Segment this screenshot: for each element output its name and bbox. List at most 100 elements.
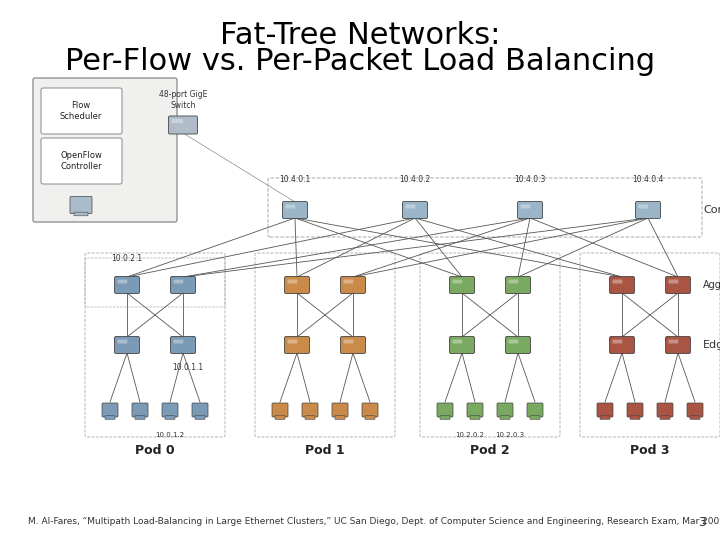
FancyBboxPatch shape [657, 403, 673, 417]
FancyBboxPatch shape [627, 403, 643, 417]
FancyBboxPatch shape [287, 340, 297, 343]
FancyBboxPatch shape [41, 138, 122, 184]
FancyBboxPatch shape [168, 116, 197, 134]
FancyBboxPatch shape [335, 416, 345, 419]
FancyBboxPatch shape [343, 280, 354, 284]
FancyBboxPatch shape [171, 119, 183, 123]
FancyBboxPatch shape [365, 416, 375, 419]
FancyBboxPatch shape [660, 416, 670, 419]
FancyBboxPatch shape [284, 336, 310, 354]
FancyBboxPatch shape [70, 197, 92, 213]
FancyBboxPatch shape [668, 280, 678, 284]
Text: Core: Core [703, 205, 720, 215]
FancyBboxPatch shape [117, 340, 127, 343]
FancyBboxPatch shape [174, 340, 184, 343]
FancyBboxPatch shape [452, 280, 462, 284]
Text: 10.4.0.2: 10.4.0.2 [400, 175, 431, 184]
FancyBboxPatch shape [114, 276, 140, 294]
Text: 10.2.0.3: 10.2.0.3 [495, 432, 525, 438]
FancyBboxPatch shape [613, 340, 622, 343]
FancyBboxPatch shape [362, 403, 378, 417]
Text: 3: 3 [698, 516, 706, 529]
FancyBboxPatch shape [508, 280, 518, 284]
Text: Pod 3: Pod 3 [630, 443, 670, 456]
FancyBboxPatch shape [341, 276, 366, 294]
FancyBboxPatch shape [174, 280, 184, 284]
FancyBboxPatch shape [405, 205, 415, 208]
FancyBboxPatch shape [171, 336, 196, 354]
Text: Fat-Tree Networks:: Fat-Tree Networks: [220, 21, 500, 50]
FancyBboxPatch shape [305, 416, 315, 419]
FancyBboxPatch shape [302, 403, 318, 417]
FancyBboxPatch shape [505, 336, 531, 354]
FancyBboxPatch shape [117, 280, 127, 284]
FancyBboxPatch shape [690, 416, 700, 419]
Text: Per-Flow vs. Per-Packet Load Balancing: Per-Flow vs. Per-Packet Load Balancing [65, 48, 655, 77]
Text: M. Al-Fares, “Multipath Load-Balancing in Large Ethernet Clusters,” UC San Diego: M. Al-Fares, “Multipath Load-Balancing i… [28, 517, 720, 526]
FancyBboxPatch shape [195, 416, 205, 419]
Text: 10.4.0.4: 10.4.0.4 [632, 175, 664, 184]
FancyBboxPatch shape [452, 340, 462, 343]
Text: 48-port GigE
Switch: 48-port GigE Switch [159, 90, 207, 110]
Text: Flow
Scheduler: Flow Scheduler [60, 102, 102, 121]
FancyBboxPatch shape [497, 403, 513, 417]
FancyBboxPatch shape [665, 276, 690, 294]
FancyBboxPatch shape [105, 416, 115, 419]
Text: 10.4.0.1: 10.4.0.1 [279, 175, 310, 184]
FancyBboxPatch shape [470, 416, 480, 419]
FancyBboxPatch shape [530, 416, 540, 419]
FancyBboxPatch shape [102, 403, 118, 417]
Text: 10.0.2.1: 10.0.2.1 [112, 254, 143, 263]
FancyBboxPatch shape [449, 276, 474, 294]
FancyBboxPatch shape [162, 403, 178, 417]
FancyBboxPatch shape [665, 336, 690, 354]
Text: 10.0.1.1: 10.0.1.1 [172, 363, 204, 372]
FancyBboxPatch shape [505, 276, 531, 294]
FancyBboxPatch shape [165, 416, 175, 419]
FancyBboxPatch shape [630, 416, 640, 419]
FancyBboxPatch shape [440, 416, 450, 419]
FancyBboxPatch shape [272, 403, 288, 417]
Text: Pod 0: Pod 0 [135, 443, 175, 456]
Text: Aggregation: Aggregation [703, 280, 720, 290]
FancyBboxPatch shape [114, 336, 140, 354]
FancyBboxPatch shape [600, 416, 610, 419]
Text: Pod 1: Pod 1 [305, 443, 345, 456]
FancyBboxPatch shape [135, 416, 145, 419]
FancyBboxPatch shape [668, 340, 678, 343]
FancyBboxPatch shape [74, 212, 88, 216]
FancyBboxPatch shape [341, 336, 366, 354]
Text: OpenFlow
Controller: OpenFlow Controller [60, 151, 102, 171]
FancyBboxPatch shape [332, 403, 348, 417]
Text: Pod 2: Pod 2 [470, 443, 510, 456]
FancyBboxPatch shape [437, 403, 453, 417]
FancyBboxPatch shape [343, 340, 354, 343]
FancyBboxPatch shape [287, 280, 297, 284]
FancyBboxPatch shape [275, 416, 285, 419]
FancyBboxPatch shape [282, 201, 307, 219]
FancyBboxPatch shape [192, 403, 208, 417]
FancyBboxPatch shape [527, 403, 543, 417]
Text: Edge: Edge [703, 340, 720, 350]
FancyBboxPatch shape [508, 340, 518, 343]
FancyBboxPatch shape [33, 78, 177, 222]
Text: 10.2.0.2: 10.2.0.2 [456, 432, 485, 438]
FancyBboxPatch shape [687, 403, 703, 417]
FancyBboxPatch shape [613, 280, 622, 284]
FancyBboxPatch shape [41, 88, 122, 134]
Text: 10.0.1.2: 10.0.1.2 [156, 432, 184, 438]
FancyBboxPatch shape [467, 403, 483, 417]
FancyBboxPatch shape [521, 205, 531, 208]
FancyBboxPatch shape [500, 416, 510, 419]
FancyBboxPatch shape [597, 403, 613, 417]
FancyBboxPatch shape [610, 276, 634, 294]
FancyBboxPatch shape [402, 201, 428, 219]
FancyBboxPatch shape [636, 201, 660, 219]
FancyBboxPatch shape [449, 336, 474, 354]
FancyBboxPatch shape [639, 205, 648, 208]
FancyBboxPatch shape [171, 276, 196, 294]
FancyBboxPatch shape [286, 205, 295, 208]
FancyBboxPatch shape [284, 276, 310, 294]
FancyBboxPatch shape [518, 201, 542, 219]
FancyBboxPatch shape [132, 403, 148, 417]
